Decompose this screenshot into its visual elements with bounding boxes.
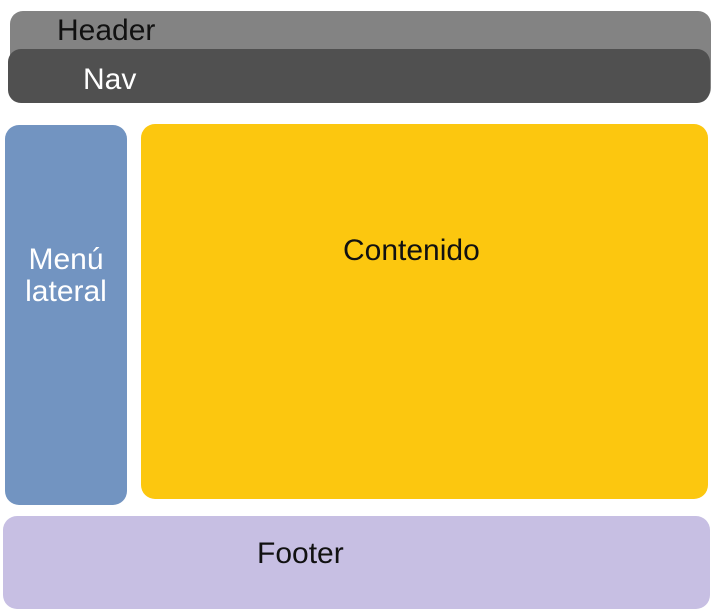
content-label: Contenido — [343, 234, 480, 267]
sidebar-block — [5, 125, 127, 505]
sidebar-label-line-2: lateral — [25, 274, 107, 308]
header-label: Header — [57, 14, 156, 47]
footer-label: Footer — [257, 537, 344, 570]
sidebar-label-line-1: Menú — [28, 243, 104, 276]
footer-block — [3, 516, 710, 609]
sidebar-label: Menú lateral — [5, 244, 127, 307]
nav-block — [8, 49, 710, 103]
content-block — [141, 124, 708, 499]
nav-label: Nav — [83, 63, 137, 96]
